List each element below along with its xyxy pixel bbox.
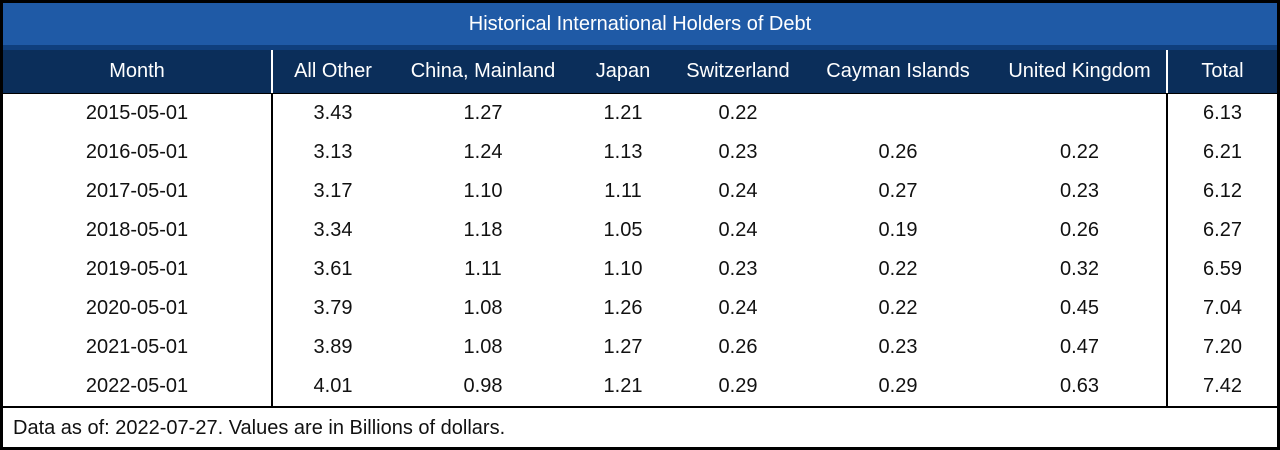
header-china-mainland: China, Mainland bbox=[410, 60, 556, 82]
debt-holders-table: Historical International Holders of Debt… bbox=[3, 3, 1277, 447]
cell-switzerland: 0.24 bbox=[718, 180, 758, 202]
cell-japan: 1.26 bbox=[603, 297, 643, 319]
cell-month: 2015-05-01 bbox=[3, 94, 273, 133]
table-row-2017: 2017-05-01 3.17 1.10 1.11 0.24 0.27 0.23… bbox=[3, 172, 1277, 211]
cell-united-kingdom: 0.22 bbox=[993, 133, 1168, 172]
cell-united-kingdom bbox=[993, 94, 1168, 133]
cell-all-other: 3.34 bbox=[313, 219, 353, 241]
header-all-other: All Other bbox=[294, 60, 372, 82]
cell-cayman-islands: 0.29 bbox=[878, 375, 918, 397]
cell-china-mainland: 0.98 bbox=[463, 375, 503, 397]
cell-united-kingdom: 0.26 bbox=[993, 211, 1168, 250]
cell-month: 2020-05-01 bbox=[3, 289, 273, 328]
cell-month: 2017-05-01 bbox=[3, 172, 273, 211]
table-row-2016: 2016-05-01 3.13 1.24 1.13 0.23 0.26 0.22… bbox=[3, 133, 1277, 172]
header-total: Total bbox=[1201, 60, 1244, 82]
cell-all-other: 3.17 bbox=[313, 180, 353, 202]
cell-switzerland: 0.23 bbox=[718, 141, 758, 163]
cell-japan: 1.13 bbox=[603, 141, 643, 163]
cell-china-mainland: 1.11 bbox=[464, 258, 502, 280]
cell-cayman-islands: 0.23 bbox=[878, 336, 918, 358]
header-united-kingdom: United Kingdom bbox=[993, 50, 1168, 93]
cell-total: 6.21 bbox=[1203, 141, 1242, 163]
table-row-2020: 2020-05-01 3.79 1.08 1.26 0.24 0.22 0.45… bbox=[3, 289, 1277, 328]
cell-united-kingdom: 0.23 bbox=[993, 172, 1168, 211]
cell-switzerland: 0.29 bbox=[718, 375, 758, 397]
cell-japan: 1.05 bbox=[603, 219, 643, 241]
cell-cayman-islands: 0.22 bbox=[878, 258, 918, 280]
cell-cayman-islands: 0.19 bbox=[878, 219, 918, 241]
header-cayman-islands: Cayman Islands bbox=[826, 60, 970, 82]
cell-switzerland: 0.23 bbox=[718, 258, 758, 280]
table-row-2022: 2022-05-01 4.01 0.98 1.21 0.29 0.29 0.63… bbox=[3, 367, 1277, 406]
cell-total: 6.13 bbox=[1203, 102, 1242, 124]
cell-china-mainland: 1.24 bbox=[463, 141, 503, 163]
cell-month: 2018-05-01 bbox=[3, 211, 273, 250]
cell-china-mainland: 1.08 bbox=[463, 336, 503, 358]
cell-all-other: 3.13 bbox=[313, 141, 353, 163]
header-switzerland: Switzerland bbox=[686, 60, 790, 82]
cell-all-other: 3.89 bbox=[313, 336, 353, 358]
cell-cayman-islands bbox=[803, 94, 993, 133]
cell-china-mainland: 1.18 bbox=[463, 219, 503, 241]
cell-total: 7.20 bbox=[1203, 336, 1242, 358]
table-title: Historical International Holders of Debt bbox=[3, 3, 1277, 45]
table-row-2019: 2019-05-01 3.61 1.11 1.10 0.23 0.22 0.32… bbox=[3, 250, 1277, 289]
cell-month: 2016-05-01 bbox=[3, 133, 273, 172]
header-month: Month bbox=[3, 50, 273, 93]
cell-switzerland: 0.22 bbox=[718, 102, 758, 124]
cell-switzerland: 0.24 bbox=[718, 297, 758, 319]
table-body: 2015-05-01 3.43 1.27 1.21 0.22 6.13 2016… bbox=[3, 93, 1277, 406]
cell-month: 2022-05-01 bbox=[3, 367, 273, 406]
cell-japan: 1.21 bbox=[603, 375, 643, 397]
cell-cayman-islands: 0.26 bbox=[878, 141, 918, 163]
header-row: Month All Other China, Mainland Japan Sw… bbox=[3, 50, 1277, 93]
cell-cayman-islands: 0.22 bbox=[878, 297, 918, 319]
cell-total: 6.12 bbox=[1203, 180, 1242, 202]
cell-total: 7.04 bbox=[1203, 297, 1242, 319]
cell-united-kingdom: 0.32 bbox=[993, 250, 1168, 289]
cell-united-kingdom: 0.47 bbox=[993, 328, 1168, 367]
cell-all-other: 4.01 bbox=[313, 375, 353, 397]
cell-japan: 1.11 bbox=[604, 180, 642, 202]
cell-month: 2021-05-01 bbox=[3, 328, 273, 367]
cell-japan: 1.10 bbox=[603, 258, 643, 280]
header-japan: Japan bbox=[595, 60, 651, 82]
cell-cayman-islands: 0.27 bbox=[878, 180, 918, 202]
table-row-2018: 2018-05-01 3.34 1.18 1.05 0.24 0.19 0.26… bbox=[3, 211, 1277, 250]
cell-all-other: 3.61 bbox=[313, 258, 353, 280]
cell-total: 6.27 bbox=[1203, 219, 1242, 241]
table-row-2021: 2021-05-01 3.89 1.08 1.27 0.26 0.23 0.47… bbox=[3, 328, 1277, 367]
cell-month: 2019-05-01 bbox=[3, 250, 273, 289]
cell-united-kingdom: 0.63 bbox=[993, 367, 1168, 406]
cell-all-other: 3.43 bbox=[313, 102, 353, 124]
cell-united-kingdom: 0.45 bbox=[993, 289, 1168, 328]
cell-china-mainland: 1.08 bbox=[463, 297, 503, 319]
cell-total: 6.59 bbox=[1203, 258, 1242, 280]
cell-switzerland: 0.26 bbox=[718, 336, 758, 358]
cell-all-other: 3.79 bbox=[313, 297, 353, 319]
table-footnote: Data as of: 2022-07-27. Values are in Bi… bbox=[3, 406, 1277, 447]
cell-japan: 1.21 bbox=[603, 102, 643, 124]
cell-china-mainland: 1.10 bbox=[463, 180, 503, 202]
cell-japan: 1.27 bbox=[603, 336, 643, 358]
cell-total: 7.42 bbox=[1203, 375, 1242, 397]
cell-switzerland: 0.24 bbox=[718, 219, 758, 241]
title-separator bbox=[3, 45, 1277, 50]
table-row-2015: 2015-05-01 3.43 1.27 1.21 0.22 6.13 bbox=[3, 94, 1277, 133]
cell-china-mainland: 1.27 bbox=[463, 102, 503, 124]
